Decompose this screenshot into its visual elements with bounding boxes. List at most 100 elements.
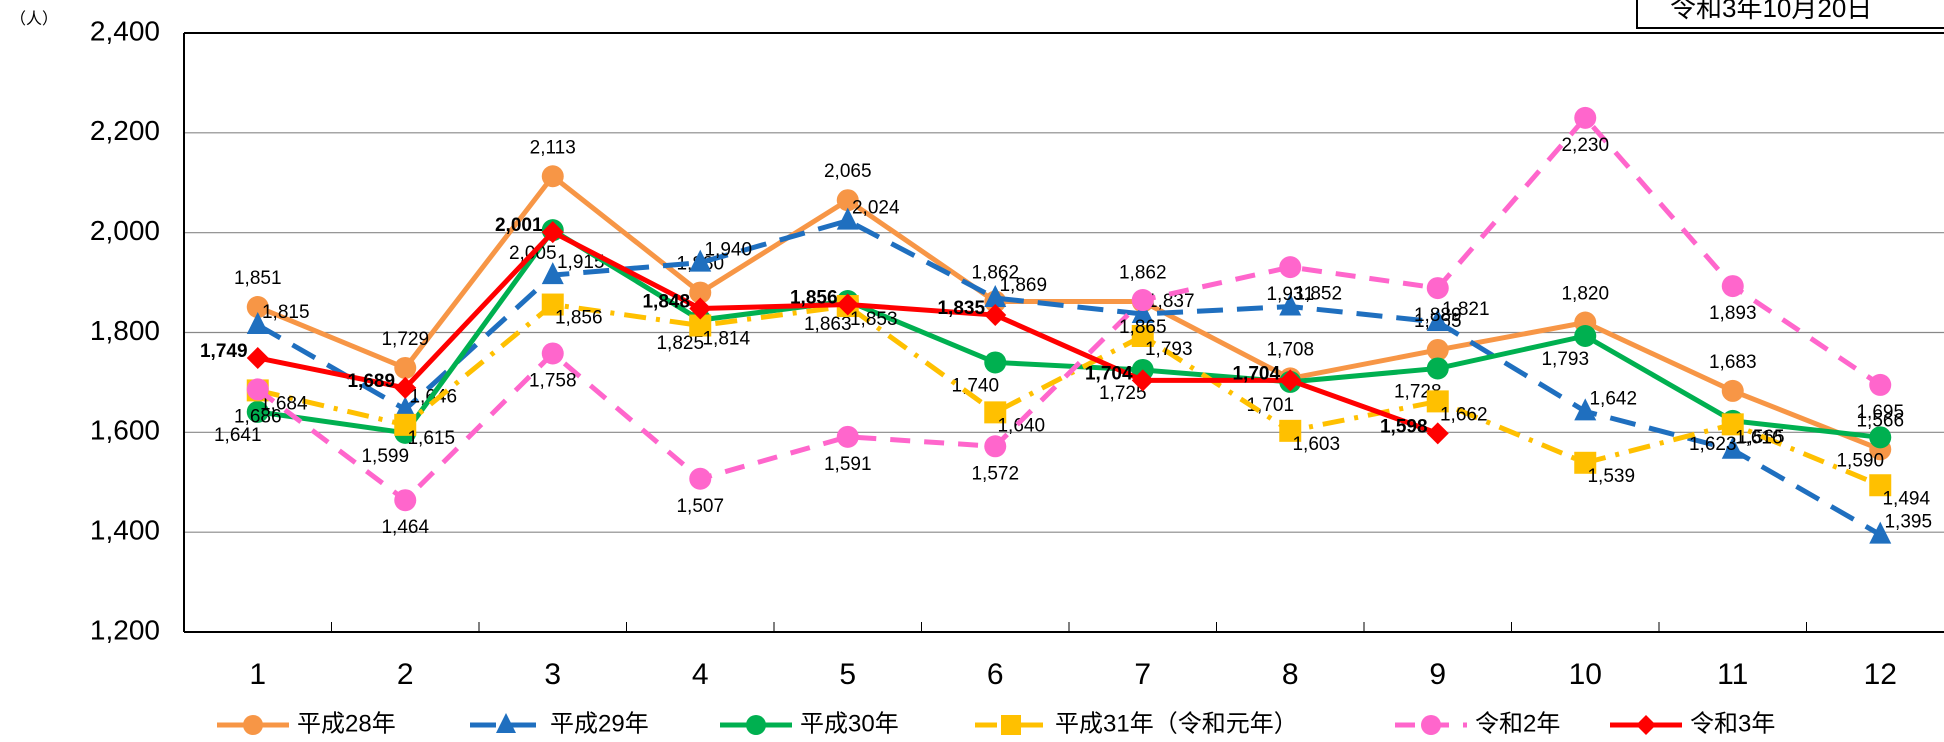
data-label: 1,848	[642, 292, 690, 313]
data-label: 1,641	[214, 425, 262, 446]
data-label: 1,825	[656, 333, 704, 354]
marker	[1869, 373, 1892, 396]
series-line	[256, 218, 1882, 537]
marker	[984, 285, 1007, 308]
data-label: 1,640	[997, 415, 1045, 436]
data-label: 1,862	[971, 263, 1019, 284]
data-label: 1,793	[1145, 339, 1193, 360]
data-label: 1,856	[555, 308, 603, 329]
data-label: 1,725	[1099, 383, 1147, 404]
marker	[246, 378, 269, 401]
marker	[394, 413, 417, 436]
marker	[689, 314, 712, 337]
data-label: 1,599	[361, 446, 409, 467]
data-label: 1,539	[1587, 466, 1635, 487]
data-label: 2,113	[530, 137, 576, 158]
data-label: 1,507	[676, 496, 724, 517]
series-line	[256, 114, 1882, 504]
marker	[1574, 324, 1597, 347]
marker	[246, 400, 269, 423]
marker	[1279, 293, 1302, 316]
marker	[541, 293, 564, 316]
data-label: 1,566	[1856, 410, 1904, 431]
data-label: 1,590	[1836, 450, 1884, 471]
x-tick-label: 11	[1717, 658, 1748, 691]
marker	[1279, 369, 1302, 392]
marker	[1279, 256, 1302, 279]
data-label: 1,686	[234, 406, 282, 427]
data-label: 1,642	[1589, 388, 1637, 409]
marker	[1869, 474, 1892, 497]
marker	[689, 249, 712, 272]
marker	[394, 396, 417, 419]
series-line	[257, 226, 1881, 440]
data-label: 1,758	[529, 370, 577, 391]
marker	[1721, 379, 1744, 402]
x-tick-label: 4	[692, 658, 709, 691]
marker	[984, 304, 1007, 327]
data-label: 1,591	[824, 454, 872, 475]
marker	[496, 713, 516, 733]
marker	[1574, 106, 1597, 129]
x-tick-label: 12	[1864, 658, 1897, 691]
header-note: 令和3年10月20日	[1670, 0, 1872, 23]
y-tick-label: 2,000	[90, 215, 160, 246]
data-label: 1,662	[1440, 404, 1488, 425]
data-label: 1,889	[1414, 305, 1462, 326]
data-label: 1,852	[1294, 284, 1342, 305]
marker	[394, 356, 417, 379]
data-label: 1,695	[1856, 402, 1904, 423]
marker	[1426, 390, 1449, 413]
data-label: 1,862	[1119, 263, 1167, 284]
marker	[541, 221, 564, 244]
marker	[246, 312, 269, 335]
data-label: 1,820	[1561, 284, 1609, 305]
marker	[689, 281, 712, 304]
x-tick-label: 6	[987, 658, 1004, 691]
data-label: 1,572	[971, 463, 1019, 484]
marker	[1574, 398, 1597, 421]
marker	[1279, 419, 1302, 442]
legend-label: 平成28年	[297, 710, 396, 737]
marker	[394, 489, 417, 512]
marker	[1721, 436, 1744, 459]
data-label: 1,893	[1709, 303, 1757, 324]
marker	[394, 376, 417, 399]
data-label: 1,683	[1709, 352, 1757, 373]
marker	[1131, 369, 1154, 392]
x-tick-label: 8	[1282, 658, 1299, 691]
unit-label: （人）	[10, 10, 58, 28]
marker	[1426, 277, 1449, 300]
marker	[243, 715, 263, 735]
legend-label: 令和3年	[1690, 710, 1775, 737]
marker	[1869, 426, 1892, 449]
data-label: 2,024	[852, 198, 900, 219]
data-label: 1,815	[262, 302, 310, 323]
data-label: 1,603	[1292, 434, 1340, 455]
data-label: 1,814	[702, 329, 750, 350]
marker	[984, 351, 1007, 374]
marker	[1131, 289, 1154, 312]
marker	[836, 189, 859, 212]
note-box	[1636, 0, 1944, 29]
y-tick-label: 1,600	[90, 415, 160, 446]
marker	[836, 293, 859, 316]
marker	[1131, 301, 1154, 324]
marker	[541, 262, 564, 285]
data-label: 2,065	[824, 161, 872, 182]
legend-label: 平成31年（令和元年）	[1055, 710, 1298, 737]
legend-label: 平成30年	[800, 710, 899, 737]
x-tick-label: 5	[839, 658, 856, 691]
marker	[1426, 338, 1449, 361]
data-label: 1,851	[234, 268, 282, 289]
data-label: 1,940	[704, 240, 752, 261]
marker	[689, 467, 712, 490]
marker	[1426, 357, 1449, 380]
data-label: 1,740	[951, 375, 999, 396]
marker	[689, 297, 712, 320]
x-tick-label: 10	[1569, 658, 1602, 691]
marker	[1426, 422, 1449, 445]
data-label: 1,835	[937, 298, 985, 319]
y-tick-label: 1,400	[90, 515, 160, 546]
